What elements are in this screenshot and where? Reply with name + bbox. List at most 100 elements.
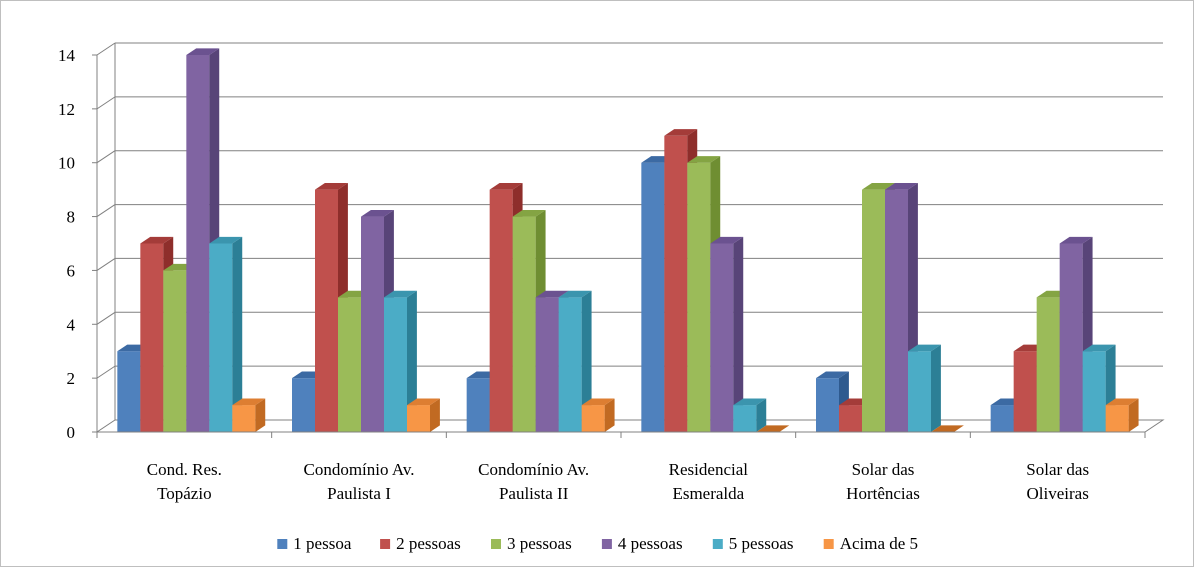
bar-top <box>361 209 394 217</box>
bar-top <box>489 183 523 190</box>
bar <box>209 236 243 432</box>
bar-front <box>117 351 141 432</box>
bar <box>931 425 964 432</box>
bar-front <box>1036 297 1060 432</box>
bar-front <box>140 243 164 432</box>
bar-front <box>816 378 839 432</box>
y-tick-label: 6 <box>67 261 76 280</box>
bar-front <box>535 297 559 432</box>
bar <box>756 425 790 432</box>
bar-top <box>885 183 918 190</box>
bar <box>407 398 440 432</box>
bar-top <box>384 290 417 298</box>
legend-label: 4 pessoas <box>618 534 683 553</box>
bar-front <box>407 405 430 432</box>
bar-side <box>604 398 615 432</box>
x-tick-label: Condomínio Av. <box>304 460 415 479</box>
legend-item: 4 pessoas <box>601 534 683 553</box>
bar-front <box>885 189 908 432</box>
bar-front <box>1013 351 1037 432</box>
legend-label: 1 pessoa <box>293 534 352 553</box>
legend-item: 1 pessoa <box>277 534 352 553</box>
bar <box>710 236 744 432</box>
bar <box>1105 398 1139 432</box>
bar-top <box>232 398 266 406</box>
bar-front <box>641 162 665 432</box>
bar-front <box>232 405 256 432</box>
bar-front <box>990 405 1014 432</box>
bar-front <box>489 189 513 432</box>
bar-front <box>466 378 490 432</box>
gridlines <box>96 42 1163 379</box>
chart-walls <box>95 43 1165 433</box>
x-tick-label: Condomínio Av. <box>478 460 589 479</box>
legend-swatch <box>277 539 288 549</box>
y-tick-label: 14 <box>58 46 76 65</box>
bar-front <box>558 297 582 432</box>
legend-swatch <box>601 539 612 549</box>
bar-side <box>232 236 243 432</box>
legend-item: 2 pessoas <box>380 534 461 553</box>
x-tick-label: Solar das <box>852 460 915 479</box>
bar-side <box>756 398 767 432</box>
legend: 1 pessoa 2 pessoas 3 pessoas 4 pessoas 5 pes… <box>277 534 918 553</box>
bar <box>581 398 615 432</box>
x-tick-label: Oliveiras <box>1027 484 1089 503</box>
bar-top <box>733 398 767 406</box>
bar <box>232 398 266 432</box>
bar-front <box>687 162 711 432</box>
legend-swatch <box>712 539 723 549</box>
bar-top <box>664 129 698 136</box>
bar-front <box>733 405 757 432</box>
bar-top <box>862 183 895 190</box>
bar-top <box>816 371 849 379</box>
legend-swatch <box>491 539 501 549</box>
bar-side <box>255 398 266 432</box>
bar-front <box>384 297 407 432</box>
y-tick-label: 10 <box>58 154 75 173</box>
bar-front <box>512 216 536 432</box>
bar-top <box>1082 344 1116 352</box>
legend-swatch <box>380 539 391 549</box>
bar-side <box>733 236 744 432</box>
bar-top <box>687 156 721 163</box>
legend-label: Acima de 5 <box>840 534 918 553</box>
bar-zero <box>756 425 790 432</box>
legend-item: Acima de 5 <box>823 534 918 553</box>
bar-side <box>407 290 417 432</box>
bar-top <box>535 290 569 298</box>
x-tick-label: Cond. Res. <box>147 460 222 479</box>
bar-top <box>908 344 941 352</box>
x-tick-label: Topázio <box>157 484 212 503</box>
bar-front <box>315 189 338 432</box>
bar-front <box>839 405 862 432</box>
bar-side <box>430 398 440 432</box>
bar-front <box>581 405 605 432</box>
bar-front <box>664 135 688 433</box>
x-tick-label: Residencial <box>669 460 749 479</box>
bar-top <box>407 398 440 406</box>
legend-label: 3 pessoas <box>507 534 572 553</box>
bar <box>733 398 767 432</box>
x-tick-label: Paulista I <box>327 484 391 503</box>
bar-front <box>186 55 210 432</box>
legend-item: 3 pessoas <box>491 534 572 553</box>
legend-label: 2 pessoas <box>396 534 461 553</box>
bar-top <box>558 290 592 298</box>
bar-side <box>581 290 592 432</box>
bar-top <box>1105 398 1139 406</box>
y-tick-label: 2 <box>67 369 76 388</box>
bar-front <box>862 189 885 432</box>
bar-top <box>710 236 744 244</box>
bar-top <box>140 236 174 244</box>
x-tick-label: Paulista II <box>499 484 569 503</box>
gridline-depth <box>96 150 116 164</box>
bar-front <box>1059 243 1083 432</box>
bar-top <box>186 48 220 55</box>
bar-zero <box>931 425 964 432</box>
gridline-depth <box>96 204 116 217</box>
legend-item: 5 pessoas <box>712 534 794 553</box>
y-tick-label: 8 <box>67 208 76 227</box>
y-tick-label: 0 <box>67 423 76 442</box>
